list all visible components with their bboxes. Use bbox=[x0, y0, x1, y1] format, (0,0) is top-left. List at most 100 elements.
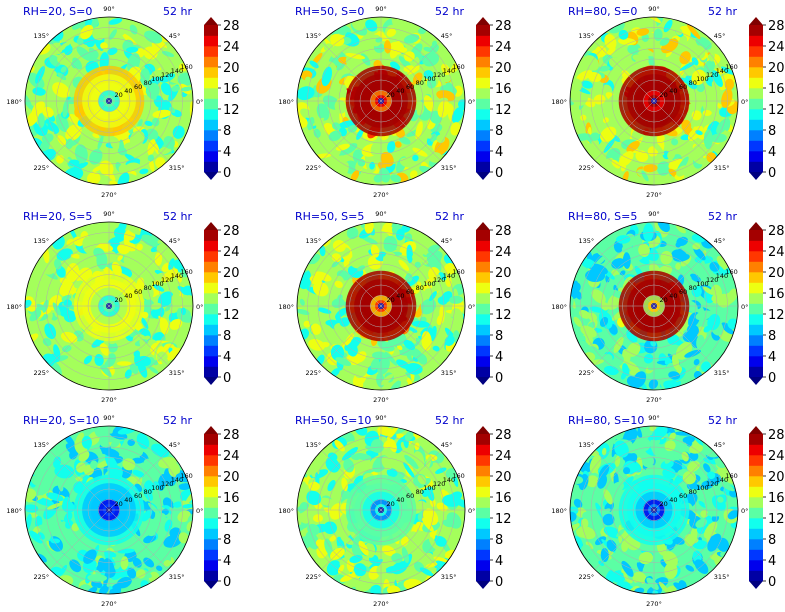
contour-cell bbox=[406, 244, 413, 264]
contour-cell bbox=[648, 54, 655, 68]
radial-label: 120 bbox=[706, 71, 718, 79]
contour-cell bbox=[299, 502, 308, 510]
contour-cell bbox=[354, 362, 369, 379]
angle-label: 135° bbox=[579, 441, 595, 449]
colorbar-segment bbox=[204, 161, 218, 173]
colorbar-segment bbox=[749, 486, 763, 498]
contour-cell bbox=[635, 150, 649, 162]
colorbar-segment bbox=[204, 570, 218, 582]
colorbar-tick-label: 0 bbox=[223, 371, 231, 386]
contour-cell bbox=[309, 60, 319, 69]
contour-cell bbox=[303, 320, 311, 328]
contour-cell bbox=[345, 55, 355, 67]
contour-cell bbox=[341, 447, 359, 461]
contour-cell bbox=[403, 34, 420, 44]
contour-cell bbox=[345, 52, 366, 60]
contour-cell bbox=[79, 254, 94, 268]
radial-label: 80 bbox=[144, 79, 152, 87]
contour-cell bbox=[403, 51, 415, 62]
grid-spoke bbox=[49, 41, 110, 102]
colorbar-segment bbox=[204, 335, 218, 346]
contour-cell bbox=[46, 118, 58, 132]
contour-cell bbox=[334, 439, 345, 452]
contour-cell bbox=[432, 274, 441, 291]
colorbar-segment bbox=[476, 434, 490, 445]
radial-label: 100 bbox=[696, 75, 708, 83]
contour-cell bbox=[600, 302, 609, 311]
colorbar-segment bbox=[749, 549, 763, 561]
plot-border bbox=[24, 221, 194, 391]
colorbar-segment bbox=[204, 324, 218, 336]
panel-title: RH=80, S=10 bbox=[568, 414, 644, 427]
colorbar-tick-label: 24 bbox=[495, 245, 512, 260]
contour-cell bbox=[62, 99, 70, 118]
colorbar-segment bbox=[204, 518, 218, 529]
contour-cell bbox=[589, 132, 600, 141]
colorbar-segment bbox=[476, 539, 490, 550]
radial-label: 20 bbox=[115, 500, 123, 508]
contour-cell bbox=[56, 154, 64, 164]
colorbar-tick-label: 0 bbox=[223, 166, 231, 181]
contour-cell bbox=[616, 235, 631, 244]
contour-cell bbox=[169, 106, 176, 114]
contour-cell bbox=[100, 42, 108, 50]
contour-cell bbox=[334, 99, 347, 114]
colorbar-tick-label: 16 bbox=[223, 491, 240, 506]
angle-label: 180° bbox=[6, 507, 22, 515]
grid-spoke bbox=[108, 450, 169, 511]
angle-label: 180° bbox=[551, 507, 567, 515]
panel-title: RH=50, S=0 bbox=[295, 5, 364, 18]
angle-label: 135° bbox=[34, 441, 50, 449]
colorbar-segment bbox=[749, 119, 763, 131]
contour-cell bbox=[159, 318, 169, 335]
radial-label: 60 bbox=[134, 83, 142, 91]
contour-cell bbox=[312, 117, 325, 126]
angle-label: 0° bbox=[468, 303, 475, 311]
grid-spoke bbox=[653, 246, 714, 307]
contour-cell bbox=[335, 143, 350, 151]
contour-cell bbox=[387, 140, 396, 154]
colorbar-segment bbox=[476, 67, 490, 78]
contour-cell bbox=[650, 340, 657, 347]
colorbar-segment bbox=[204, 151, 218, 162]
contour-cell bbox=[621, 560, 634, 577]
contour-cell bbox=[340, 573, 355, 582]
contour-cell bbox=[117, 24, 127, 36]
radial-label: 20 bbox=[660, 296, 668, 304]
contour-cell bbox=[102, 448, 120, 458]
colorbar-segment bbox=[749, 282, 763, 294]
polar-grid bbox=[296, 425, 466, 595]
contour-cell bbox=[716, 255, 729, 269]
contour-cell bbox=[724, 78, 735, 91]
colorbar-extend-min bbox=[749, 172, 763, 180]
contour-cell bbox=[388, 366, 402, 372]
colorbar-segment bbox=[749, 366, 763, 378]
contour-cell bbox=[575, 290, 582, 300]
contour-cell bbox=[308, 143, 321, 148]
radial-label: 100 bbox=[423, 484, 435, 492]
angle-label: 225° bbox=[306, 369, 322, 377]
contour-cell bbox=[689, 273, 701, 283]
contour-cell bbox=[149, 158, 155, 172]
radial-label: 20 bbox=[660, 500, 668, 508]
contour-cell bbox=[675, 224, 686, 234]
contour-cell bbox=[57, 135, 67, 146]
contour-cell bbox=[69, 559, 82, 573]
angle-label: 45° bbox=[714, 441, 726, 449]
contour-cell bbox=[412, 154, 419, 162]
contour-cell bbox=[603, 489, 613, 505]
contour-cell bbox=[702, 87, 713, 97]
contour-cell bbox=[148, 366, 159, 374]
contour-cell bbox=[403, 462, 415, 479]
colorbar-extend-max bbox=[204, 222, 218, 230]
panel-time: 52 hr bbox=[435, 5, 464, 18]
contour-cell bbox=[415, 500, 428, 511]
grid-spoke bbox=[653, 509, 714, 570]
contour-cell bbox=[386, 426, 400, 441]
contour-cell bbox=[383, 448, 398, 459]
contour-cell bbox=[178, 532, 189, 544]
contour-cell bbox=[423, 70, 434, 79]
contour-cell bbox=[351, 535, 362, 556]
colorbar-segment bbox=[749, 161, 763, 173]
panel: RH=50, S=10 52 hr 90° 45° 0° 315° 270° 225° 180°… bbox=[278, 414, 511, 608]
